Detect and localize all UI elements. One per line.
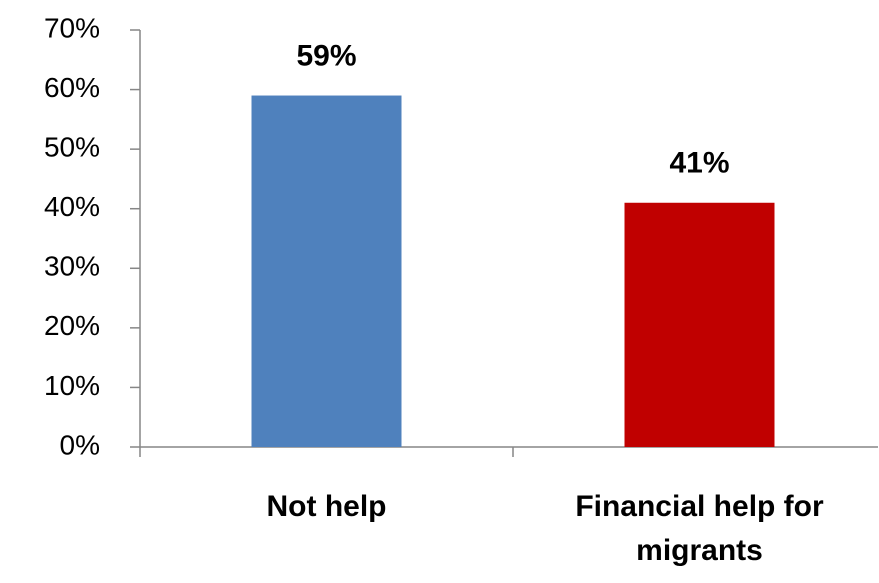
y-tick-label: 30%: [44, 251, 100, 282]
x-tick-label: Financial help for migrants: [575, 490, 824, 567]
y-tick-label: 60%: [44, 72, 100, 103]
y-tick-label: 10%: [44, 370, 100, 401]
y-tick-label: 20%: [44, 310, 100, 341]
y-tick-label: 40%: [44, 191, 100, 222]
y-tick-label: 0%: [60, 429, 100, 460]
value-label: 59%: [296, 39, 356, 72]
bar: [624, 202, 775, 447]
bar: [251, 95, 402, 448]
value-label: 41%: [669, 147, 729, 180]
y-tick-label: 70%: [44, 12, 100, 43]
y-tick-label: 50%: [44, 132, 100, 163]
x-tick-label: Not help: [266, 490, 387, 523]
